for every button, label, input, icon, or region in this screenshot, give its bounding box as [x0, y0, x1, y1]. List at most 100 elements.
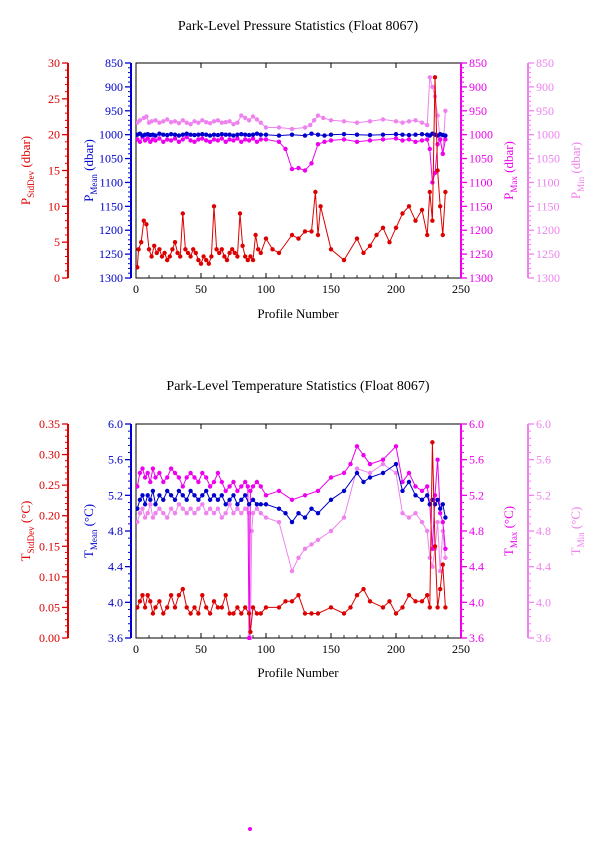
temperature-min-axis-label-main: T: [568, 547, 583, 555]
pressure-std-point: [232, 250, 237, 256]
pressure-max-point: [211, 137, 217, 142]
pressure-mean-point: [219, 132, 224, 137]
temperature-max-point: [245, 484, 250, 489]
pressure-mean-axis-label-sub: Mean: [89, 174, 99, 195]
temperature-min-point: [425, 528, 430, 534]
pressure-min-point: [380, 117, 386, 122]
temperature-max-point: [239, 484, 244, 489]
temperature-max-series-line: [136, 445, 446, 639]
pressure-mean-point: [328, 132, 334, 137]
pressure-min-tick-label: 900: [536, 80, 554, 94]
pressure-min-series-line: [136, 77, 446, 154]
pressure-std-tick-label: 0: [54, 271, 60, 285]
pressure-chart-xlabel: Profile Number: [257, 306, 339, 321]
temperature-max-axis-label-main: T: [501, 548, 516, 556]
temperature-mean-point: [354, 470, 360, 476]
temperature-min-point: [315, 537, 321, 543]
temperature-std-point: [239, 611, 244, 616]
pressure-min-point: [406, 119, 412, 124]
temperature-min-point: [161, 511, 166, 516]
pressure-max-point: [235, 136, 240, 141]
pressure-min-point: [215, 118, 221, 123]
pressure-std-series-line: [136, 77, 446, 268]
temperature-std-point: [248, 629, 253, 635]
temperature-std-point: [176, 593, 182, 598]
stray-mark: [248, 827, 252, 831]
pressure-mean-point: [243, 132, 248, 137]
temperature-max-point: [328, 475, 334, 480]
pressure-max-point: [400, 138, 405, 143]
temperature-std-point: [435, 605, 440, 610]
pressure-max-point: [192, 139, 197, 144]
pressure-max-series-line: [136, 136, 446, 183]
temperature-mean-axis-label-main: T: [81, 550, 96, 558]
pressure-min-point: [443, 108, 448, 114]
pressure-min-point: [137, 118, 143, 123]
temperature-mean-point: [341, 488, 347, 494]
temperature-min-point: [207, 506, 213, 511]
pressure-max-point: [153, 138, 158, 143]
pressure-min-tick-label: 1100: [536, 175, 560, 189]
temperature-mean-point: [443, 515, 448, 520]
temperature-min-point: [263, 515, 269, 520]
temperature-max-point: [367, 461, 373, 467]
pressure-max-point: [184, 134, 189, 140]
temperature-max-point: [207, 484, 213, 489]
pressure-max-point: [435, 142, 440, 147]
temperature-min-point: [427, 555, 432, 560]
pressure-mean-point: [354, 132, 360, 137]
pressure-min-tick-label: 850: [536, 56, 554, 70]
temperature-std-tick-label: 0.10: [39, 570, 60, 584]
temperature-mean-point: [400, 488, 405, 494]
pressure-std-point: [296, 236, 301, 241]
temperature-min-point: [211, 511, 217, 516]
temperature-std-point: [367, 599, 373, 604]
temperature-std-axis-label-sub: StdDev: [26, 526, 36, 554]
pressure-mean-tick-label: 950: [105, 104, 123, 118]
pressure-min-point: [196, 120, 201, 125]
temperature-max-point: [172, 470, 178, 476]
pressure-min-point: [188, 122, 193, 127]
pressure-std-point: [144, 222, 149, 227]
temperature-max-point: [246, 635, 252, 640]
pressure-std-point: [240, 243, 245, 248]
temperature-max-point: [438, 511, 443, 516]
temperature-std-point: [263, 605, 269, 610]
temperature-std-point: [196, 611, 201, 616]
pressure-x-tick-label: 100: [257, 282, 275, 296]
pressure-std-point: [367, 243, 373, 248]
temperature-std-point: [148, 599, 153, 604]
pressure-min-point: [315, 113, 321, 118]
temperature-mean-point: [254, 502, 260, 507]
pressure-min-tick-label: 1050: [536, 152, 560, 166]
pressure-mean-point: [176, 133, 182, 138]
pressure-std-point: [400, 211, 405, 216]
pressure-mean-point: [276, 133, 282, 138]
pressure-max-point: [196, 137, 201, 142]
temperature-std-point: [140, 593, 145, 598]
temperature-mean-point: [427, 502, 432, 507]
temperature-min-point: [276, 519, 282, 525]
temperature-min-point: [215, 506, 221, 511]
temperature-min-point: [435, 519, 440, 525]
temperature-min-point: [227, 502, 232, 507]
temperature-max-point: [254, 479, 260, 485]
temperature-min-point: [440, 528, 445, 534]
temperature-std-point: [432, 544, 438, 549]
temperature-min-point: [223, 511, 228, 516]
temperature-max-point: [184, 475, 189, 480]
temperature-max-axis-label-sub: Max: [509, 531, 519, 548]
temperature-min-series-line: [136, 463, 446, 639]
pressure-min-axis-label-unit: (dbar): [568, 142, 583, 177]
temperature-min-point: [204, 511, 209, 516]
temperature-mean-point: [367, 475, 373, 480]
pressure-max-point: [180, 137, 185, 142]
temperature-min-point: [196, 506, 201, 511]
pressure-mean-point: [258, 132, 263, 137]
pressure-max-point: [204, 138, 209, 143]
temperature-mean-point: [239, 497, 244, 502]
temperature-min-point: [192, 511, 197, 516]
pressure-std-point: [374, 232, 379, 238]
pressure-std-point: [139, 240, 144, 245]
temperature-std-point: [413, 599, 418, 604]
